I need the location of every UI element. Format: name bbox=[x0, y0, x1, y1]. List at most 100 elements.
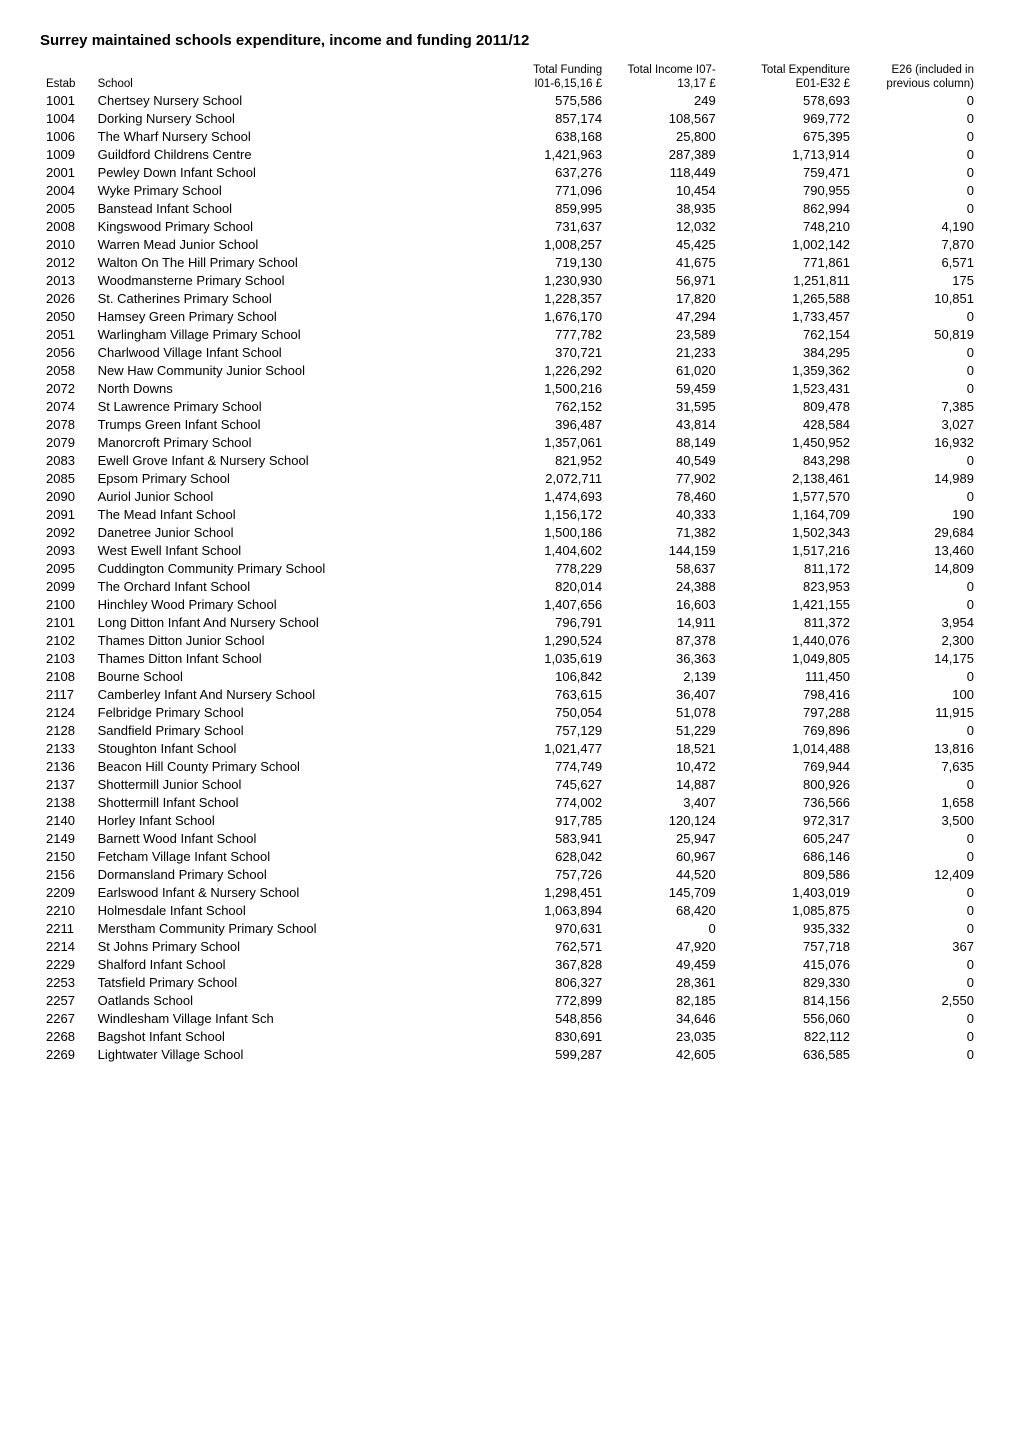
table-row: 2138Shottermill Infant School774,0023,40… bbox=[40, 794, 980, 812]
cell-expenditure: 1,517,216 bbox=[722, 542, 856, 560]
cell-estab: 2229 bbox=[40, 956, 92, 974]
table-row: 2124Felbridge Primary School750,05451,07… bbox=[40, 704, 980, 722]
cell-funding: 777,782 bbox=[474, 326, 608, 344]
cell-school: North Downs bbox=[92, 380, 474, 398]
cell-expenditure: 829,330 bbox=[722, 974, 856, 992]
cell-estab: 2117 bbox=[40, 686, 92, 704]
cell-estab: 2001 bbox=[40, 164, 92, 182]
cell-estab: 2133 bbox=[40, 740, 92, 758]
cell-funding: 1,226,292 bbox=[474, 362, 608, 380]
cell-funding: 731,637 bbox=[474, 218, 608, 236]
cell-income: 43,814 bbox=[608, 416, 722, 434]
cell-income: 40,333 bbox=[608, 506, 722, 524]
cell-expenditure: 1,359,362 bbox=[722, 362, 856, 380]
cell-e26: 2,550 bbox=[856, 992, 980, 1010]
cell-funding: 1,500,186 bbox=[474, 524, 608, 542]
cell-school: Fetcham Village Infant School bbox=[92, 848, 474, 866]
col-estab: Estab bbox=[40, 63, 92, 92]
cell-expenditure: 1,002,142 bbox=[722, 236, 856, 254]
cell-expenditure: 748,210 bbox=[722, 218, 856, 236]
cell-income: 68,420 bbox=[608, 902, 722, 920]
cell-expenditure: 797,288 bbox=[722, 704, 856, 722]
cell-school: Walton On The Hill Primary School bbox=[92, 254, 474, 272]
table-row: 2093West Ewell Infant School1,404,602144… bbox=[40, 542, 980, 560]
cell-expenditure: 798,416 bbox=[722, 686, 856, 704]
table-row: 2050Hamsey Green Primary School1,676,170… bbox=[40, 308, 980, 326]
cell-e26: 0 bbox=[856, 668, 980, 686]
cell-estab: 2267 bbox=[40, 1010, 92, 1028]
cell-income: 71,382 bbox=[608, 524, 722, 542]
table-row: 2211Merstham Community Primary School970… bbox=[40, 920, 980, 938]
cell-income: 82,185 bbox=[608, 992, 722, 1010]
table-row: 2137Shottermill Junior School745,62714,8… bbox=[40, 776, 980, 794]
cell-income: 61,020 bbox=[608, 362, 722, 380]
cell-expenditure: 384,295 bbox=[722, 344, 856, 362]
cell-expenditure: 428,584 bbox=[722, 416, 856, 434]
table-row: 2058New Haw Community Junior School1,226… bbox=[40, 362, 980, 380]
cell-school: The Wharf Nursery School bbox=[92, 128, 474, 146]
table-row: 2092Danetree Junior School1,500,18671,38… bbox=[40, 524, 980, 542]
cell-funding: 1,421,963 bbox=[474, 146, 608, 164]
cell-income: 44,520 bbox=[608, 866, 722, 884]
cell-income: 10,472 bbox=[608, 758, 722, 776]
cell-school: St Johns Primary School bbox=[92, 938, 474, 956]
cell-school: Shalford Infant School bbox=[92, 956, 474, 974]
cell-school: Trumps Green Infant School bbox=[92, 416, 474, 434]
cell-income: 42,605 bbox=[608, 1046, 722, 1064]
table-row: 1006The Wharf Nursery School638,16825,80… bbox=[40, 128, 980, 146]
cell-expenditure: 757,718 bbox=[722, 938, 856, 956]
table-row: 2072North Downs1,500,21659,4591,523,4310 bbox=[40, 380, 980, 398]
cell-funding: 370,721 bbox=[474, 344, 608, 362]
cell-estab: 2079 bbox=[40, 434, 92, 452]
cell-funding: 1,021,477 bbox=[474, 740, 608, 758]
table-row: 2133Stoughton Infant School1,021,47718,5… bbox=[40, 740, 980, 758]
table-row: 2095Cuddington Community Primary School7… bbox=[40, 560, 980, 578]
cell-expenditure: 605,247 bbox=[722, 830, 856, 848]
cell-funding: 757,129 bbox=[474, 722, 608, 740]
cell-expenditure: 935,332 bbox=[722, 920, 856, 938]
cell-expenditure: 556,060 bbox=[722, 1010, 856, 1028]
cell-school: Long Ditton Infant And Nursery School bbox=[92, 614, 474, 632]
cell-e26: 14,989 bbox=[856, 470, 980, 488]
cell-estab: 2008 bbox=[40, 218, 92, 236]
cell-estab: 2092 bbox=[40, 524, 92, 542]
cell-expenditure: 1,049,805 bbox=[722, 650, 856, 668]
cell-income: 23,589 bbox=[608, 326, 722, 344]
cell-estab: 2058 bbox=[40, 362, 92, 380]
cell-expenditure: 769,944 bbox=[722, 758, 856, 776]
cell-estab: 2214 bbox=[40, 938, 92, 956]
cell-income: 28,361 bbox=[608, 974, 722, 992]
cell-income: 12,032 bbox=[608, 218, 722, 236]
cell-e26: 6,571 bbox=[856, 254, 980, 272]
cell-estab: 2124 bbox=[40, 704, 92, 722]
cell-funding: 548,856 bbox=[474, 1010, 608, 1028]
cell-e26: 0 bbox=[856, 884, 980, 902]
cell-income: 249 bbox=[608, 92, 722, 110]
cell-funding: 1,008,257 bbox=[474, 236, 608, 254]
cell-funding: 1,404,602 bbox=[474, 542, 608, 560]
cell-income: 47,920 bbox=[608, 938, 722, 956]
cell-funding: 778,229 bbox=[474, 560, 608, 578]
cell-estab: 2101 bbox=[40, 614, 92, 632]
cell-e26: 12,409 bbox=[856, 866, 980, 884]
cell-expenditure: 811,372 bbox=[722, 614, 856, 632]
cell-funding: 628,042 bbox=[474, 848, 608, 866]
cell-estab: 2004 bbox=[40, 182, 92, 200]
cell-expenditure: 1,251,811 bbox=[722, 272, 856, 290]
cell-school: Holmesdale Infant School bbox=[92, 902, 474, 920]
cell-expenditure: 809,478 bbox=[722, 398, 856, 416]
cell-school: Thames Ditton Infant School bbox=[92, 650, 474, 668]
cell-e26: 7,870 bbox=[856, 236, 980, 254]
cell-e26: 0 bbox=[856, 380, 980, 398]
cell-funding: 396,487 bbox=[474, 416, 608, 434]
cell-expenditure: 1,733,457 bbox=[722, 308, 856, 326]
cell-estab: 2005 bbox=[40, 200, 92, 218]
cell-funding: 1,500,216 bbox=[474, 380, 608, 398]
cell-income: 18,521 bbox=[608, 740, 722, 758]
cell-funding: 762,152 bbox=[474, 398, 608, 416]
cell-expenditure: 675,395 bbox=[722, 128, 856, 146]
cell-estab: 2099 bbox=[40, 578, 92, 596]
cell-school: Danetree Junior School bbox=[92, 524, 474, 542]
cell-school: Oatlands School bbox=[92, 992, 474, 1010]
cell-funding: 1,407,656 bbox=[474, 596, 608, 614]
